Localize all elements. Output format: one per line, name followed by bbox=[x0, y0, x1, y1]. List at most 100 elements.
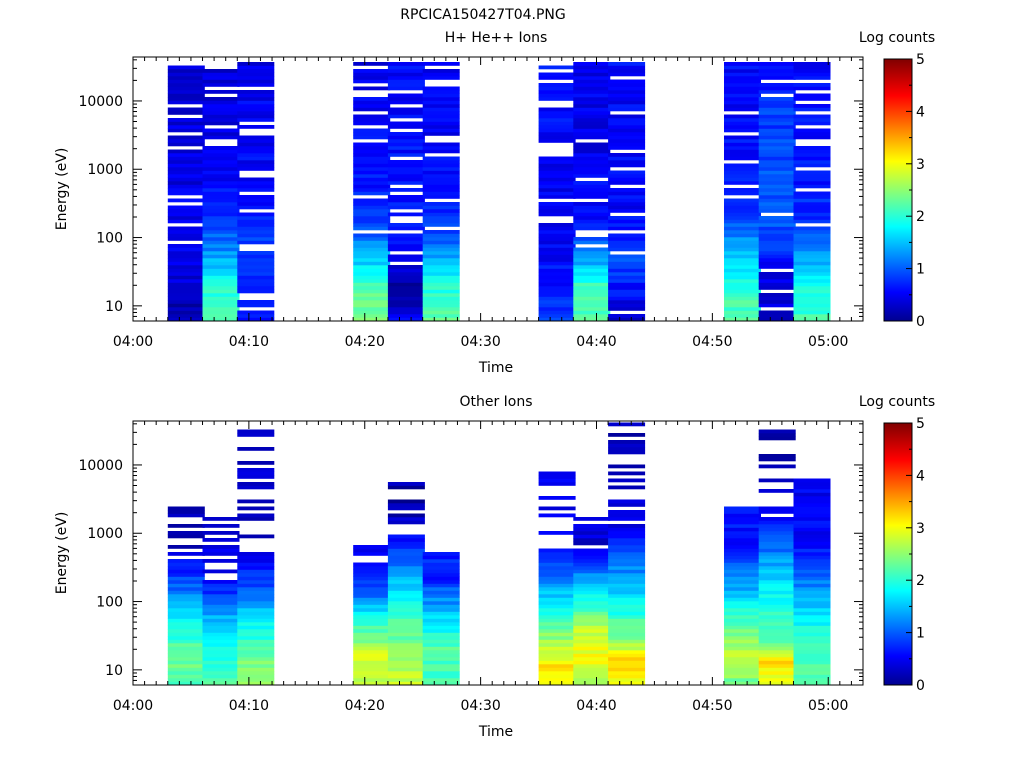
heatmap-cell bbox=[758, 433, 796, 437]
heatmap-cell bbox=[387, 503, 425, 507]
heatmap-cell bbox=[538, 594, 576, 598]
heatmap-cell bbox=[353, 254, 391, 259]
heatmap-cell bbox=[793, 205, 831, 210]
heatmap-cell bbox=[724, 524, 761, 528]
heatmap-cell bbox=[758, 195, 796, 199]
heatmap-cell bbox=[573, 97, 611, 101]
heatmap-cell bbox=[202, 114, 240, 119]
heatmap-cell bbox=[724, 216, 761, 220]
heatmap-cell bbox=[353, 79, 391, 84]
heatmap-cell bbox=[793, 237, 831, 241]
heatmap-cell bbox=[793, 671, 831, 675]
heatmap-cell bbox=[608, 580, 646, 584]
heatmap-cell bbox=[793, 212, 831, 217]
heatmap-cell bbox=[573, 548, 611, 553]
heatmap-cell bbox=[167, 265, 205, 269]
heatmap-cell bbox=[422, 76, 460, 80]
heatmap-cell bbox=[758, 310, 796, 315]
heatmap-cell bbox=[573, 90, 611, 94]
heatmap-cell bbox=[387, 86, 425, 91]
heatmap-cell bbox=[167, 286, 205, 290]
heatmap-cell bbox=[758, 615, 796, 619]
heatmap-cell bbox=[353, 247, 391, 252]
heatmap-cell bbox=[538, 125, 576, 129]
heatmap-cell bbox=[793, 219, 831, 224]
heatmap-cell bbox=[167, 125, 205, 129]
heatmap-cell bbox=[573, 667, 611, 672]
heatmap-cell bbox=[422, 216, 460, 220]
heatmap-cell bbox=[538, 254, 576, 259]
heatmap-cell bbox=[237, 114, 275, 119]
heatmap-cell bbox=[573, 160, 611, 164]
heatmap-cell bbox=[758, 244, 796, 248]
heatmap-cell bbox=[608, 450, 646, 455]
heatmap-cell bbox=[608, 576, 646, 581]
heatmap-cell bbox=[237, 272, 275, 276]
heatmap-cell bbox=[793, 300, 831, 304]
heatmap-cell bbox=[167, 254, 205, 259]
heatmap-cell bbox=[387, 485, 425, 490]
heatmap-cell bbox=[573, 587, 611, 591]
heatmap-cell bbox=[353, 314, 391, 318]
heatmap-cell bbox=[422, 93, 460, 98]
heatmap-cell bbox=[538, 314, 576, 318]
heatmap-cell bbox=[167, 135, 205, 140]
heatmap-cell bbox=[538, 664, 576, 668]
heatmap-cell bbox=[422, 219, 460, 224]
heatmap-cell bbox=[387, 482, 425, 486]
heatmap-cell bbox=[167, 118, 205, 122]
heatmap-cell bbox=[202, 559, 240, 563]
heatmap-cell bbox=[237, 429, 275, 434]
heatmap-cell bbox=[387, 534, 425, 539]
heatmap-cell bbox=[758, 184, 796, 189]
heatmap-cell bbox=[608, 674, 646, 679]
heatmap-cell bbox=[538, 163, 576, 168]
heatmap-cell bbox=[573, 541, 611, 546]
heatmap-cell bbox=[758, 247, 796, 252]
heatmap-cell bbox=[724, 517, 761, 521]
heatmap-cell bbox=[608, 160, 646, 164]
heatmap-cell bbox=[538, 580, 576, 584]
heatmap-cell bbox=[724, 170, 761, 175]
heatmap-cell bbox=[608, 555, 646, 560]
heatmap-cell bbox=[608, 485, 646, 490]
heatmap-cell bbox=[353, 191, 391, 196]
heatmap-cell bbox=[237, 681, 275, 686]
heatmap-cell bbox=[538, 681, 576, 686]
heatmap-cell bbox=[422, 261, 460, 266]
heatmap-cell bbox=[724, 300, 761, 304]
heatmap-cell bbox=[724, 569, 761, 574]
heatmap-cell bbox=[538, 139, 576, 143]
heatmap-cell bbox=[202, 615, 240, 619]
heatmap-cell bbox=[167, 601, 205, 605]
heatmap-cell bbox=[793, 230, 831, 234]
heatmap-cell bbox=[793, 149, 831, 154]
heatmap-cell bbox=[608, 622, 646, 626]
heatmap-cell bbox=[793, 153, 831, 157]
heatmap-cell bbox=[724, 177, 761, 182]
heatmap-cell bbox=[237, 555, 275, 560]
heatmap-cell bbox=[573, 660, 611, 665]
heatmap-cell bbox=[573, 93, 611, 98]
heatmap-cell bbox=[353, 622, 391, 626]
heatmap-cell bbox=[538, 296, 576, 301]
heatmap-cell bbox=[237, 534, 275, 539]
heatmap-cell bbox=[538, 310, 576, 315]
heatmap-cell bbox=[758, 237, 796, 241]
heatmap-cell bbox=[387, 643, 425, 647]
heatmap-cell bbox=[167, 167, 205, 171]
heatmap-cell bbox=[387, 604, 425, 609]
heatmap-cell bbox=[422, 678, 460, 682]
heatmap-cell bbox=[608, 188, 646, 192]
heatmap-cell bbox=[167, 100, 205, 105]
heatmap-cell bbox=[538, 576, 576, 581]
heatmap-cell bbox=[167, 594, 205, 598]
heatmap-cell bbox=[202, 107, 240, 112]
heatmap-cell bbox=[793, 660, 831, 665]
heatmap-cell bbox=[758, 90, 796, 94]
heatmap-cell bbox=[167, 667, 205, 672]
heatmap-cell bbox=[422, 643, 460, 647]
heatmap-cell bbox=[724, 587, 761, 591]
heatmap-cell bbox=[573, 604, 611, 609]
heatmap-cell bbox=[353, 629, 391, 633]
